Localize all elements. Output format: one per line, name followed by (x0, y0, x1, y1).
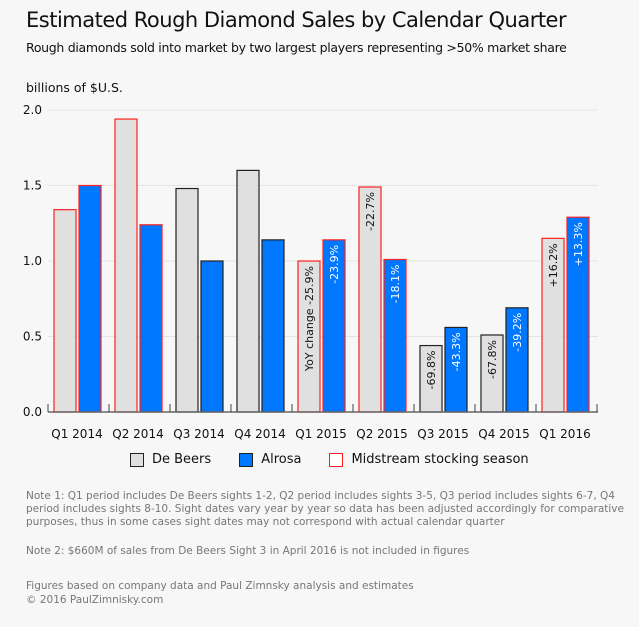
x-tick-label: Q4 2015 (478, 427, 529, 441)
y-tick-label: 1.0 (23, 254, 42, 268)
x-tick-label: Q1 2016 (539, 427, 590, 441)
x-tick-label: Q2 2014 (112, 427, 163, 441)
bar-alrosa (139, 224, 163, 413)
legend-swatch (329, 452, 344, 467)
data-label: -69.8% (425, 351, 438, 390)
bar-de-beers (175, 187, 199, 413)
legend-item-alrosa: Alrosa (239, 452, 301, 467)
note-1: Note 1: Q1 period includes De Beers sigh… (26, 490, 624, 528)
data-label: -18.1% (389, 264, 402, 303)
bar-alrosa (78, 184, 102, 413)
legend-item-midstream: Midstream stocking season (329, 452, 529, 467)
x-tick-label: Q3 2015 (417, 427, 468, 441)
note-2: Note 2: $660M of sales from De Beers Sig… (26, 545, 470, 557)
chart-subtitle: Rough diamonds sold into market by two l… (26, 40, 567, 55)
source-note: Figures based on company data and Paul Z… (26, 580, 414, 592)
y-tick-label: 1.5 (23, 179, 42, 193)
x-tick-label: Q1 2014 (51, 427, 102, 441)
chart-title: Estimated Rough Diamond Sales by Calenda… (26, 8, 567, 32)
data-label: +16.2% (547, 243, 560, 287)
x-tick-label: Q1 2015 (295, 427, 346, 441)
bar-de-beers (114, 118, 138, 413)
x-tick-label: Q3 2014 (173, 427, 224, 441)
x-tick-label: Q2 2015 (356, 427, 407, 441)
y-tick-label: 0.0 (23, 405, 42, 419)
data-label: -39.2% (511, 313, 524, 352)
y-tick-label: 0.5 (23, 330, 42, 344)
legend-swatch (130, 452, 144, 467)
data-label: -43.3% (450, 332, 463, 371)
legend-swatch (239, 452, 254, 467)
bar-alrosa (261, 239, 285, 413)
legend: De Beers Alrosa Midstream stocking seaso… (130, 452, 529, 467)
y-axis-label: billions of $U.S. (26, 80, 123, 95)
data-label: -67.8% (486, 340, 499, 379)
legend-label: Alrosa (261, 452, 302, 467)
data-label: -23.9% (328, 245, 341, 284)
legend-label: De Beers (152, 452, 212, 467)
x-tick-label: Q4 2014 (234, 427, 285, 441)
data-label: +13.3% (572, 222, 585, 266)
bar-alrosa (200, 260, 224, 413)
legend-label: Midstream stocking season (351, 452, 529, 467)
data-label: YoY change -25.9% (303, 266, 316, 372)
bar-de-beers (53, 209, 77, 413)
bar-de-beers (236, 169, 260, 413)
bar-chart: 0.0 0.5 1.0 1.5 2.0 Q1 2014 Q2 2014 Q3 2014 Q4 2… (23, 103, 598, 441)
legend-item-de-beers: De Beers (130, 452, 211, 467)
data-label: -22.7% (364, 192, 377, 231)
y-tick-label: 2.0 (23, 103, 42, 117)
copyright: © 2016 PaulZimnisky.com (26, 594, 164, 606)
